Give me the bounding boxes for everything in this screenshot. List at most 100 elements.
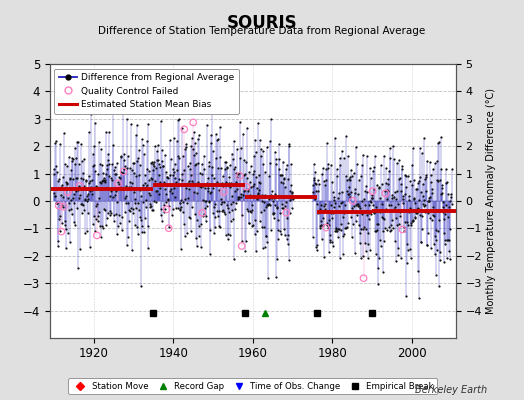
Point — [159, 182, 168, 188]
Point — [354, 222, 363, 229]
Point — [224, 204, 232, 211]
Point — [332, 226, 341, 232]
Point — [390, 194, 398, 201]
Point — [195, 183, 204, 190]
Point — [163, 174, 171, 180]
Point — [252, 174, 260, 180]
Point — [352, 218, 360, 224]
Point — [442, 180, 451, 186]
Point — [400, 208, 409, 214]
Point — [429, 166, 437, 172]
Point — [143, 138, 151, 144]
Point — [407, 220, 416, 227]
Point — [444, 214, 452, 220]
Point — [166, 137, 174, 143]
Point — [432, 247, 441, 254]
Point — [208, 164, 216, 170]
Point — [249, 222, 257, 228]
Point — [387, 227, 395, 234]
Point — [271, 274, 280, 280]
Point — [226, 232, 234, 238]
Point — [436, 176, 444, 183]
Point — [446, 256, 454, 262]
Point — [196, 182, 204, 189]
Point — [84, 190, 93, 197]
Point — [267, 193, 276, 200]
Point — [368, 192, 376, 198]
Point — [254, 120, 262, 126]
Point — [281, 231, 289, 238]
Point — [256, 180, 264, 186]
Point — [436, 257, 444, 263]
Point — [210, 204, 219, 210]
Point — [311, 180, 319, 186]
Point — [406, 246, 414, 252]
Point — [361, 202, 369, 208]
Point — [443, 179, 452, 186]
Point — [188, 204, 196, 210]
Point — [381, 165, 390, 172]
Point — [64, 207, 73, 214]
Point — [282, 162, 291, 168]
Point — [226, 183, 235, 190]
Point — [418, 213, 427, 220]
Point — [318, 171, 326, 177]
Point — [407, 254, 415, 261]
Point — [275, 155, 283, 162]
Point — [190, 162, 199, 168]
Point — [320, 203, 328, 209]
Point — [219, 173, 227, 180]
Point — [238, 212, 246, 218]
Point — [220, 199, 228, 205]
Point — [422, 172, 430, 178]
Point — [54, 243, 62, 250]
Point — [437, 190, 445, 197]
Point — [51, 192, 60, 199]
Point — [138, 136, 146, 143]
Point — [360, 224, 368, 230]
Point — [244, 186, 252, 193]
Point — [321, 201, 329, 207]
Point — [359, 252, 367, 259]
Point — [202, 198, 210, 204]
Point — [123, 242, 132, 248]
Point — [338, 189, 346, 195]
Point — [172, 205, 180, 211]
Point — [89, 163, 97, 169]
Point — [391, 238, 400, 245]
Point — [318, 223, 326, 230]
Point — [67, 167, 75, 174]
Point — [71, 161, 79, 167]
Text: Berkeley Earth: Berkeley Earth — [415, 385, 487, 395]
Point — [441, 241, 450, 247]
Point — [139, 182, 147, 188]
Point — [62, 226, 71, 232]
Point — [399, 192, 407, 199]
Y-axis label: Monthly Temperature Anomaly Difference (°C): Monthly Temperature Anomaly Difference (… — [486, 88, 496, 314]
Point — [312, 188, 321, 194]
Point — [316, 222, 325, 228]
Point — [213, 137, 221, 143]
Point — [369, 186, 378, 192]
Point — [56, 228, 64, 234]
Point — [333, 226, 342, 232]
Point — [374, 280, 383, 287]
Point — [326, 239, 334, 246]
Point — [406, 205, 414, 212]
Point — [393, 222, 401, 228]
Point — [259, 245, 267, 251]
Point — [181, 196, 189, 202]
Point — [325, 249, 334, 256]
Point — [281, 166, 290, 172]
Point — [395, 221, 403, 228]
Point — [106, 208, 114, 214]
Point — [354, 190, 362, 197]
Point — [108, 142, 117, 148]
Point — [135, 172, 144, 178]
Point — [96, 179, 104, 185]
Point — [179, 208, 188, 215]
Point — [425, 195, 433, 201]
Point — [391, 215, 400, 222]
Point — [101, 178, 109, 185]
Point — [367, 195, 376, 201]
